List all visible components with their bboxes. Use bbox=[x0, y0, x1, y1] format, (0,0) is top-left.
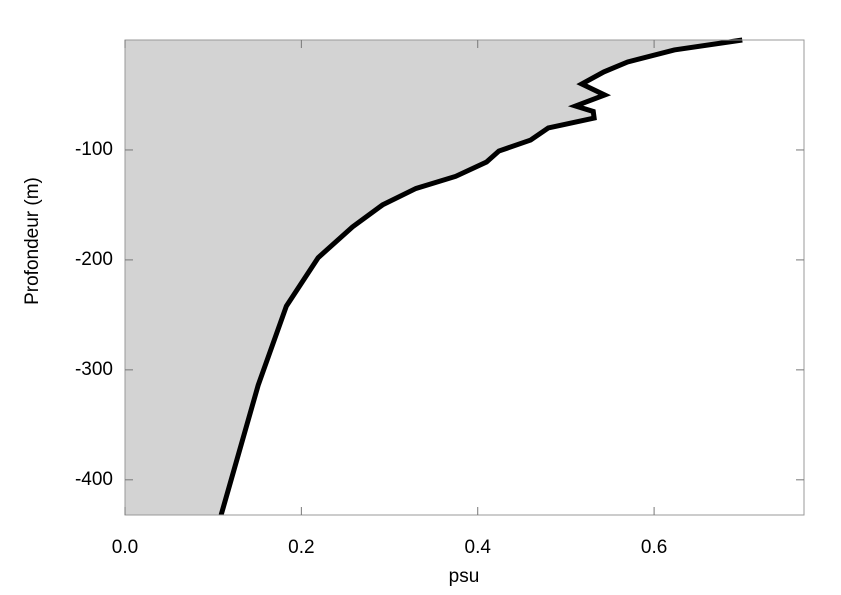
y-tick-label: -300 bbox=[75, 359, 113, 380]
x-tick-label: 0.0 bbox=[112, 537, 138, 558]
y-tick-label: -400 bbox=[75, 469, 113, 490]
y-tick-label: -100 bbox=[75, 139, 113, 160]
area-fill bbox=[125, 40, 743, 515]
profile-line bbox=[218, 37, 743, 516]
x-tick-label: 0.4 bbox=[465, 537, 492, 558]
x-tick-label: 0.2 bbox=[288, 537, 314, 558]
x-tick-label: 0.6 bbox=[641, 537, 667, 558]
x-axis-label: psu bbox=[449, 566, 480, 587]
y-axis-label: Profondeur (m) bbox=[22, 177, 43, 305]
y-tick-label: -200 bbox=[75, 249, 113, 270]
plot-frame bbox=[124, 39, 805, 516]
